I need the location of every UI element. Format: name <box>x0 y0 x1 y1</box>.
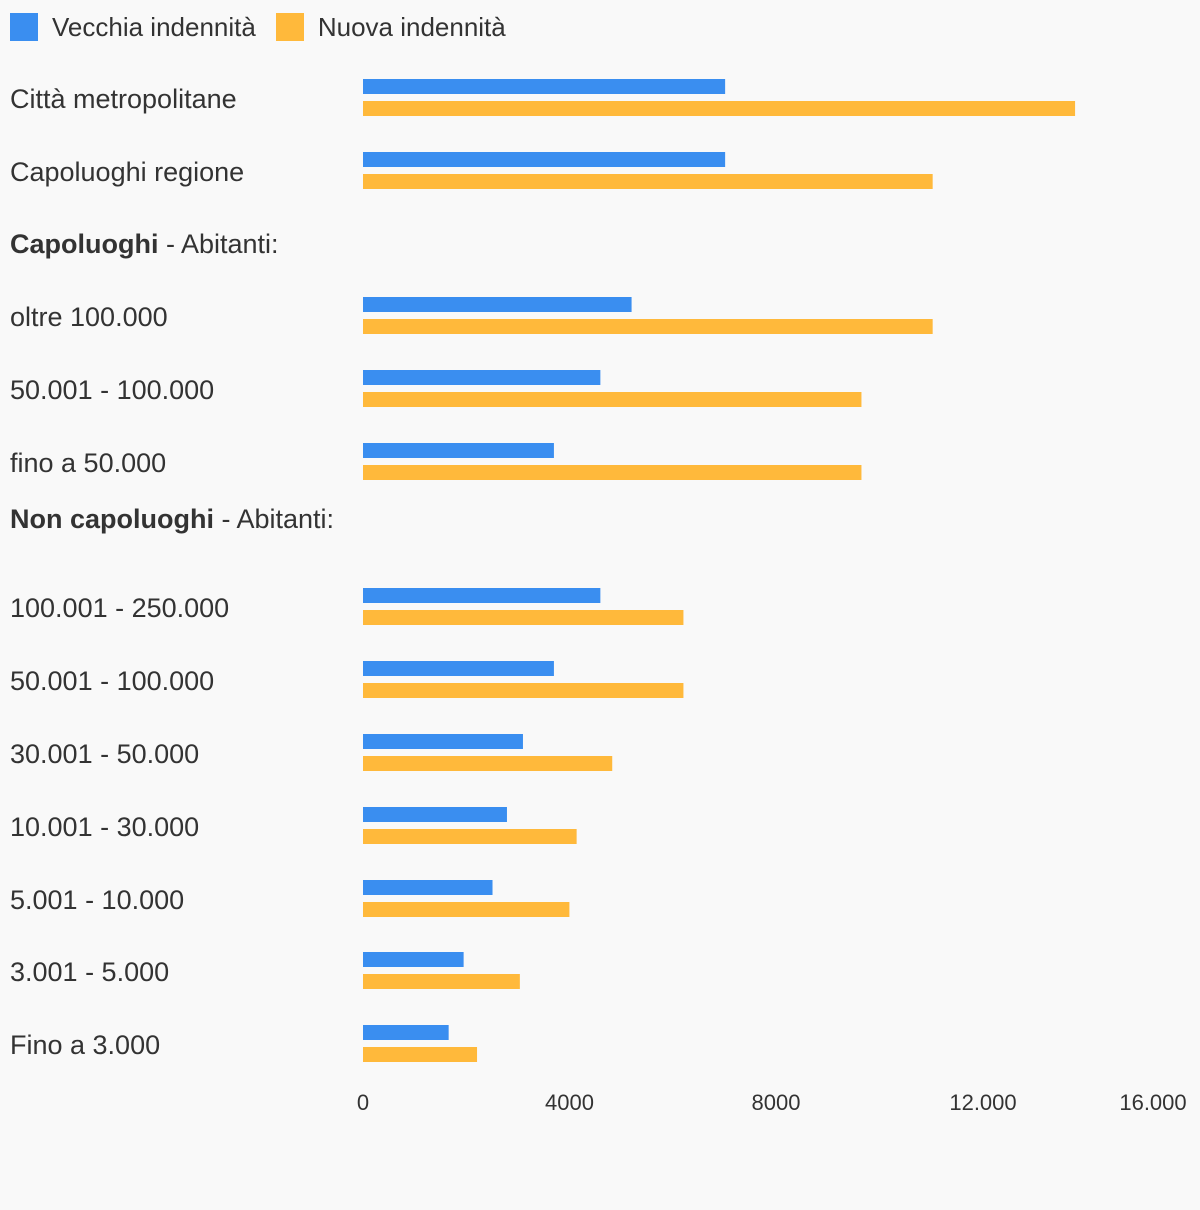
category-label: 30.001 - 50.000 <box>10 739 199 769</box>
x-tick-label: 8000 <box>752 1090 801 1115</box>
bar-old <box>363 588 600 603</box>
category-label: fino a 50.000 <box>10 448 166 478</box>
category-label: Fino a 3.000 <box>10 1030 160 1060</box>
x-tick-label: 0 <box>357 1090 369 1115</box>
section-heading-rest: - Abitanti: <box>158 229 278 259</box>
section-heading-bold: Capoluoghi <box>10 229 158 259</box>
section-heading-rest: - Abitanti: <box>214 504 334 534</box>
bar-old <box>363 661 554 676</box>
legend-label-old: Vecchia indennità <box>52 10 256 44</box>
legend-item-old: Vecchia indennità <box>10 10 256 44</box>
bar-new <box>363 392 861 407</box>
bar-old <box>363 152 725 167</box>
bar-old <box>363 734 523 749</box>
legend-swatch-new <box>276 13 304 41</box>
bar-old <box>363 880 493 895</box>
category-label: 3.001 - 5.000 <box>10 957 169 987</box>
category-label: oltre 100.000 <box>10 302 168 332</box>
x-tick-label: 4000 <box>545 1090 594 1115</box>
bar-chart: Città metropolitane Capoluoghi regione Cap… <box>0 0 1200 1210</box>
bar-new <box>363 683 683 698</box>
bar-old <box>363 79 725 94</box>
category-label: 100.001 - 250.000 <box>10 593 229 623</box>
legend-label-new: Nuova indennità <box>318 10 506 44</box>
bar-new <box>363 756 612 771</box>
section-heading-bold: Non capoluoghi <box>10 504 214 534</box>
bar-new <box>363 1047 477 1062</box>
bar-new <box>363 465 861 480</box>
bar-old <box>363 952 464 967</box>
category-label: Capoluoghi regione <box>10 157 244 187</box>
x-tick-label: 12.000 <box>949 1090 1016 1115</box>
category-label: 5.001 - 10.000 <box>10 885 184 915</box>
legend-swatch-old <box>10 13 38 41</box>
category-label: 50.001 - 100.000 <box>10 375 214 405</box>
bar-new <box>363 829 577 844</box>
x-tick-label: 16.000 <box>1119 1090 1186 1115</box>
bar-old <box>363 807 507 822</box>
legend: Vecchia indennità Nuova indennità <box>10 9 526 45</box>
category-label: Città metropolitane <box>10 84 237 114</box>
bar-new <box>363 902 569 917</box>
bar-new <box>363 319 933 334</box>
bar-new <box>363 974 520 989</box>
bar-new <box>363 610 683 625</box>
category-label: 10.001 - 30.000 <box>10 812 199 842</box>
category-label: 50.001 - 100.000 <box>10 666 214 696</box>
section-heading: Non capoluoghi - Abitanti: <box>10 504 334 534</box>
bar-new <box>363 101 1075 116</box>
bar-new <box>363 174 933 189</box>
bar-old <box>363 370 600 385</box>
section-heading: Capoluoghi - Abitanti: <box>10 229 279 259</box>
bar-old <box>363 297 632 312</box>
legend-item-new: Nuova indennità <box>276 10 506 44</box>
bar-old <box>363 443 554 458</box>
bar-old <box>363 1025 449 1040</box>
